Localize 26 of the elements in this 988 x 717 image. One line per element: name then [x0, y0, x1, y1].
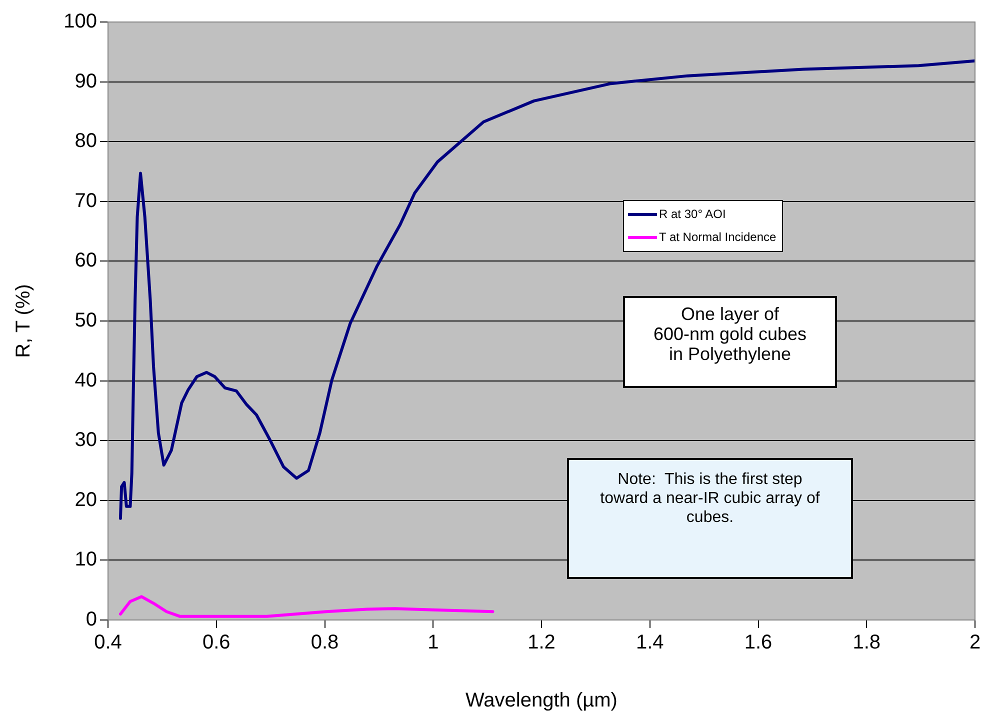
y-tick-label: 90 — [74, 70, 97, 92]
x-tick-label: 2 — [969, 632, 981, 654]
legend-label: T at Normal Incidence — [659, 230, 776, 244]
y-tick-label: 30 — [74, 429, 97, 452]
y-tick-label: 70 — [74, 190, 97, 212]
x-tick-label: 0.8 — [310, 632, 339, 654]
x-tick-label: 0.4 — [94, 632, 122, 654]
y-tick-label: 60 — [74, 250, 97, 272]
y-tick-label: 80 — [74, 130, 97, 152]
y-tick-label: 50 — [74, 310, 97, 332]
y-tick-label: 40 — [74, 369, 97, 392]
x-tick-label: 1 — [428, 632, 439, 654]
text-box: Note: This is the first step toward a near-IR cubic array of cubes. — [567, 458, 853, 579]
x-tick-label: 1.8 — [852, 632, 881, 654]
legend-label: R at 30° AOI — [659, 207, 726, 221]
x-tick-label: 1.4 — [636, 632, 664, 654]
y-axis-title: R, T (%) — [12, 284, 35, 358]
x-axis-title: Wavelength (µm) — [466, 690, 618, 712]
text-box: One layer of 600-nm gold cubes in Polyethylene — [623, 296, 837, 388]
y-tick-label: 20 — [74, 488, 97, 511]
x-tick-label: 1.6 — [744, 632, 772, 654]
y-tick-label: 100 — [64, 10, 97, 33]
x-tick-label: 1.2 — [528, 632, 556, 654]
y-tick-label: 10 — [74, 548, 97, 571]
y-tick-label: 0 — [86, 608, 97, 631]
x-tick-label: 0.6 — [202, 632, 230, 654]
